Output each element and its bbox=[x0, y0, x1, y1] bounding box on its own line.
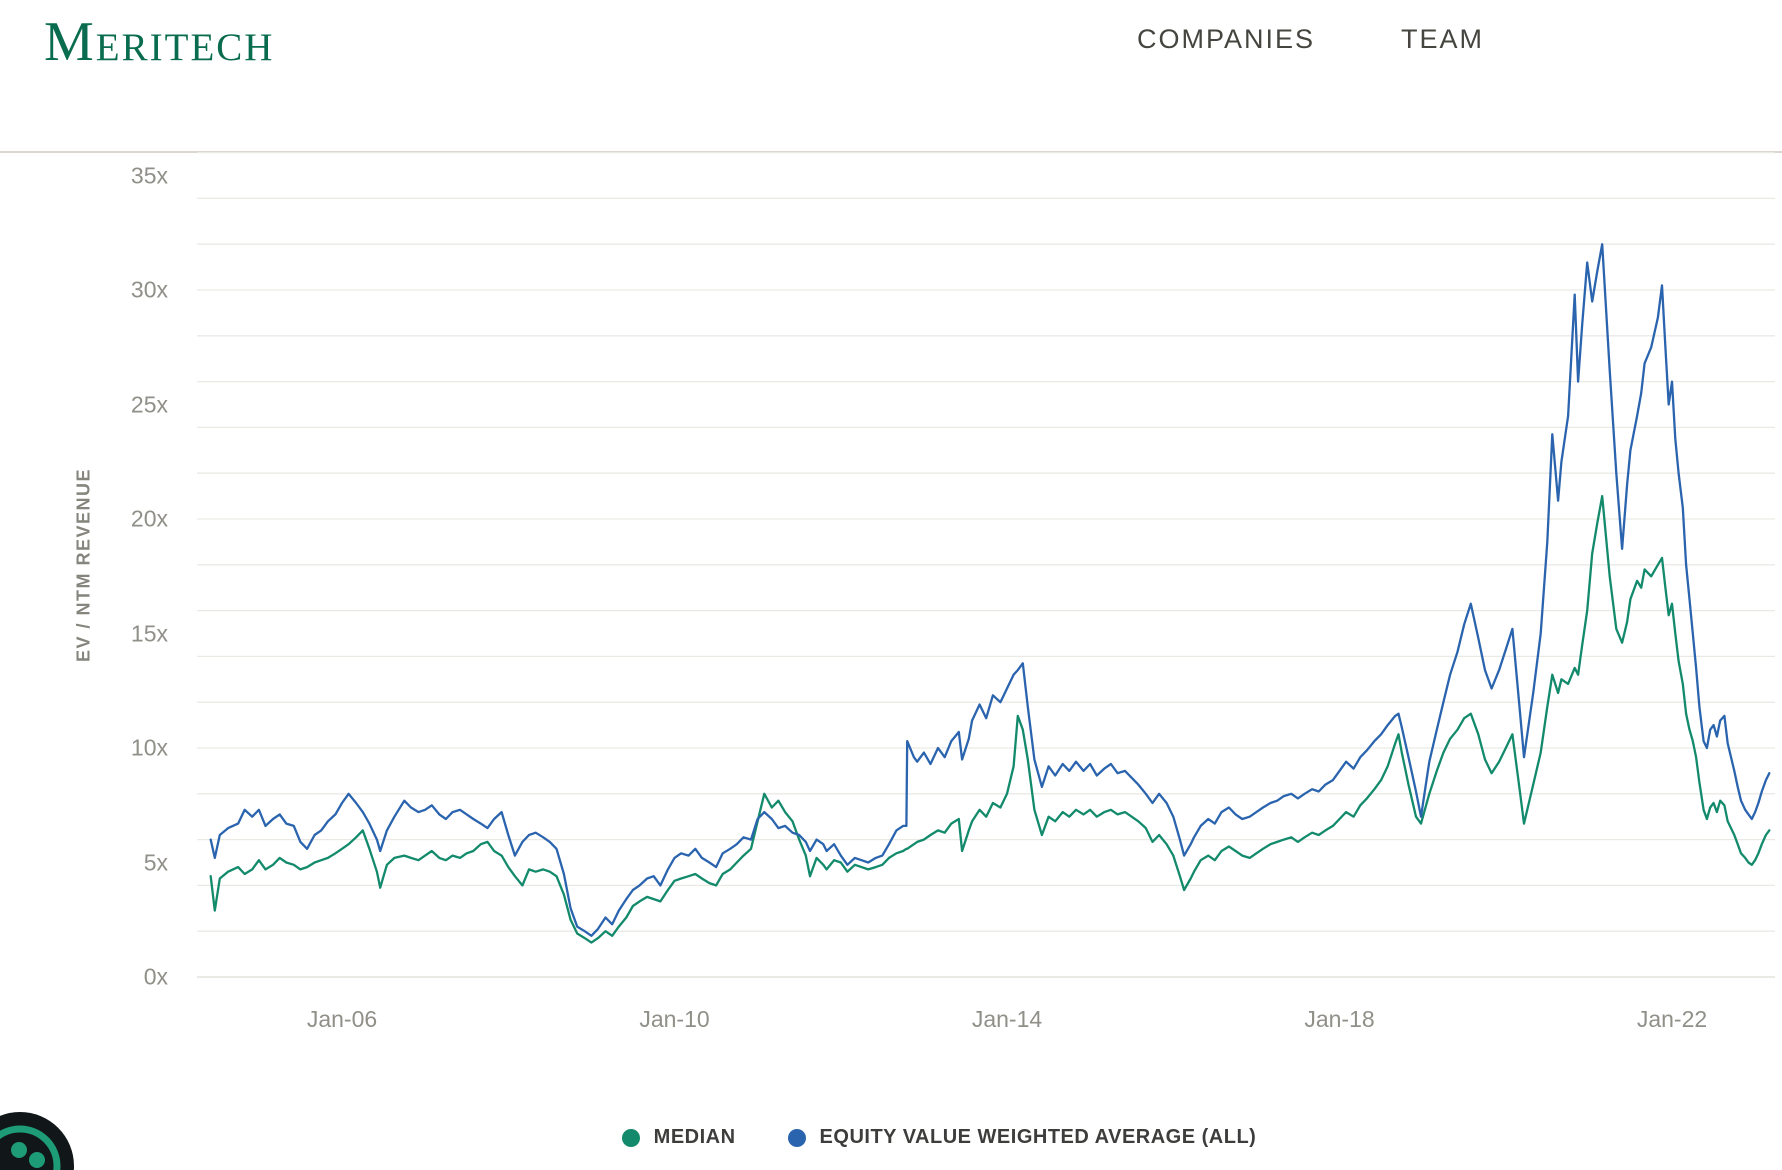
main-nav: COMPANIES TEAM bbox=[1137, 24, 1484, 55]
legend-dot-icon bbox=[787, 1128, 806, 1147]
gridlines bbox=[197, 151, 1775, 978]
nav-link-team[interactable]: TEAM bbox=[1400, 24, 1484, 54]
legend-item[interactable]: EQUITY VALUE WEIGHTED AVERAGE (ALL) bbox=[787, 1126, 1257, 1149]
brand-logo[interactable]: Meritech bbox=[44, 11, 275, 73]
x-axis-tick-label: Jan-14 bbox=[971, 1006, 1043, 1032]
y-axis-tick-label: 0x bbox=[143, 963, 168, 990]
y-axis-tick-label: 15x bbox=[130, 620, 168, 646]
y-axis-tick-label: 10x bbox=[130, 734, 168, 761]
x-axis-tick-label: Jan-22 bbox=[1636, 1006, 1708, 1032]
x-axis-tick-label: Jan-06 bbox=[306, 1006, 378, 1032]
x-axis-tick-label: Jan-10 bbox=[639, 1006, 710, 1032]
legend-dot-icon bbox=[621, 1128, 640, 1147]
y-axis-tick-label: 20x bbox=[130, 505, 168, 532]
median-line bbox=[209, 494, 1771, 944]
y-axis-tick-label: 5x bbox=[143, 849, 168, 875]
nav-link-companies[interactable]: COMPANIES bbox=[1136, 24, 1315, 54]
y-axis-tick-label: 25x bbox=[130, 391, 168, 417]
series-lines bbox=[209, 243, 1771, 944]
y-axis-title: EV / NTM REVENUE bbox=[73, 467, 94, 663]
widget-dot-icon bbox=[11, 1142, 27, 1158]
x-axis-tick-label: Jan-18 bbox=[1304, 1006, 1375, 1032]
y-axis-tick-label: 35x bbox=[130, 162, 168, 188]
cookie-consent-widget[interactable] bbox=[0, 1108, 94, 1170]
widget-ring-icon bbox=[0, 1125, 61, 1170]
chart-legend: MEDIAN EQUITY VALUE WEIGHTED AVERAGE (ALL… bbox=[96, 1126, 1782, 1149]
equity-value-weighted-average-all--line bbox=[209, 243, 1771, 937]
legend-label: MEDIAN bbox=[653, 1126, 736, 1148]
widget-dot-icon bbox=[29, 1152, 45, 1168]
legend-item[interactable]: MEDIAN bbox=[621, 1126, 736, 1149]
legend-label: EQUITY VALUE WEIGHTED AVERAGE (ALL) bbox=[819, 1126, 1257, 1148]
y-axis-tick-label: 30x bbox=[130, 276, 168, 303]
